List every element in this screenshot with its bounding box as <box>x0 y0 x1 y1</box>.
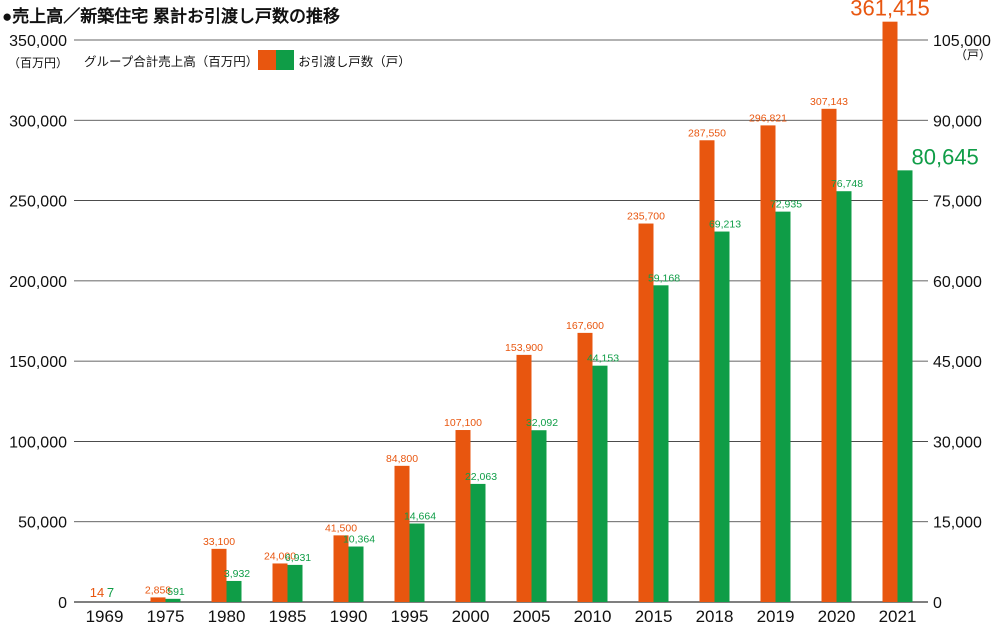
right-tick-label: 0 <box>933 595 942 612</box>
chart-title: ●売上高／新築住宅 累計お引渡し戸数の推移 <box>2 7 340 26</box>
units-data-label: 76,748 <box>831 178 863 190</box>
units-bar <box>226 580 242 602</box>
units-bar <box>897 170 913 602</box>
sales-data-label: 287,550 <box>688 127 726 139</box>
sales-bar <box>211 548 227 602</box>
left-tick-label: 300,000 <box>9 113 67 130</box>
units-data-label: 80,645 <box>912 144 979 169</box>
sales-bar <box>272 563 288 602</box>
left-tick-label: 200,000 <box>9 274 67 291</box>
sales-bar <box>516 354 532 602</box>
units-data-label: 591 <box>167 586 185 598</box>
units-bar <box>409 523 425 602</box>
units-bar <box>287 564 303 602</box>
units-bar <box>653 285 669 602</box>
sales-data-label: 361,415 <box>850 0 930 21</box>
legend-sales-swatch <box>258 50 277 70</box>
sales-data-label: 167,600 <box>566 320 604 332</box>
x-tick-label: 2018 <box>696 607 734 624</box>
units-bar <box>470 483 486 602</box>
x-tick-label: 1990 <box>330 607 368 624</box>
x-tick-label: 1985 <box>269 607 307 624</box>
x-tick-label: 2010 <box>574 607 612 624</box>
units-bar <box>531 430 547 602</box>
x-tick-label: 1969 <box>86 607 124 624</box>
right-tick-label: 105,000 <box>933 33 991 50</box>
sales-data-label: 296,821 <box>749 112 787 124</box>
left-tick-label: 150,000 <box>9 354 67 371</box>
right-tick-label: 60,000 <box>933 274 982 291</box>
units-data-label: 69,213 <box>709 219 741 231</box>
sales-data-label: 235,700 <box>627 211 665 223</box>
legend-sales-label: グループ合計売上高（百万円） <box>84 54 259 69</box>
units-data-label: 10,364 <box>343 534 375 546</box>
sales-data-label: 33,100 <box>203 536 235 548</box>
sales-bar <box>638 223 654 602</box>
units-bar <box>775 211 791 603</box>
sales-data-label: 24,000 <box>264 550 296 562</box>
x-tick-label: 1975 <box>147 607 185 624</box>
left-tick-label: 350,000 <box>9 33 67 50</box>
left-tick-label: 250,000 <box>9 194 67 211</box>
sales-bar <box>577 332 593 602</box>
units-bar <box>348 546 364 602</box>
x-tick-label: 2021 <box>879 607 917 624</box>
sales-data-label: 2,858 <box>145 584 171 596</box>
legend-units-swatch <box>276 50 295 70</box>
right-tick-label: 75,000 <box>933 194 982 211</box>
legend-units-label: お引渡し戸数（戸） <box>298 54 411 69</box>
sales-bar <box>455 430 471 602</box>
legend: グループ合計売上高（百万円） お引渡し戸数（戸） <box>84 50 411 70</box>
units-data-label: 6,931 <box>285 552 311 564</box>
left-tick-label: 0 <box>58 595 67 612</box>
right-tick-label: 45,000 <box>933 354 982 371</box>
sales-data-label: 107,100 <box>444 417 482 429</box>
sales-bar <box>760 125 776 602</box>
sales-bar <box>333 535 349 602</box>
left-tick-label: 100,000 <box>9 434 67 451</box>
sales-data-label: 84,800 <box>386 453 418 465</box>
left-axis-unit: （百万円） <box>8 56 69 70</box>
units-data-label: 72,935 <box>770 199 802 211</box>
sales-bar <box>699 140 715 602</box>
right-tick-label: 30,000 <box>933 434 982 451</box>
x-tick-label: 2005 <box>513 607 551 624</box>
sales-bar <box>394 465 410 602</box>
units-data-label: 59,168 <box>648 272 680 284</box>
right-axis-unit: （戸） <box>955 48 992 62</box>
sales-data-label: 14 <box>90 585 104 600</box>
x-tick-label: 2015 <box>635 607 673 624</box>
x-tick-label: 2000 <box>452 607 490 624</box>
sales-bar <box>882 21 898 602</box>
sales-data-label: 153,900 <box>505 342 543 354</box>
units-bar <box>165 598 181 602</box>
x-tick-label: 1980 <box>208 607 246 624</box>
sales-bar <box>821 108 837 602</box>
units-bar <box>714 231 730 602</box>
units-bar <box>836 191 852 603</box>
units-data-label: 3,932 <box>224 568 250 580</box>
units-data-label: 32,092 <box>526 417 558 429</box>
x-tick-label: 2020 <box>818 607 856 624</box>
units-data-label: 14,664 <box>404 511 436 523</box>
sales-data-label: 307,143 <box>810 96 848 108</box>
right-tick-label: 15,000 <box>933 515 982 532</box>
units-bar <box>592 365 608 602</box>
left-tick-label: 50,000 <box>18 515 67 532</box>
units-data-label: 22,063 <box>465 471 497 483</box>
sales-bar <box>150 597 166 602</box>
right-tick-label: 90,000 <box>933 113 982 130</box>
x-tick-label: 2019 <box>757 607 795 624</box>
units-data-label: 7 <box>107 585 114 600</box>
units-data-label: 44,153 <box>587 353 619 365</box>
sales-data-label: 41,500 <box>325 522 357 534</box>
x-tick-label: 1995 <box>391 607 429 624</box>
